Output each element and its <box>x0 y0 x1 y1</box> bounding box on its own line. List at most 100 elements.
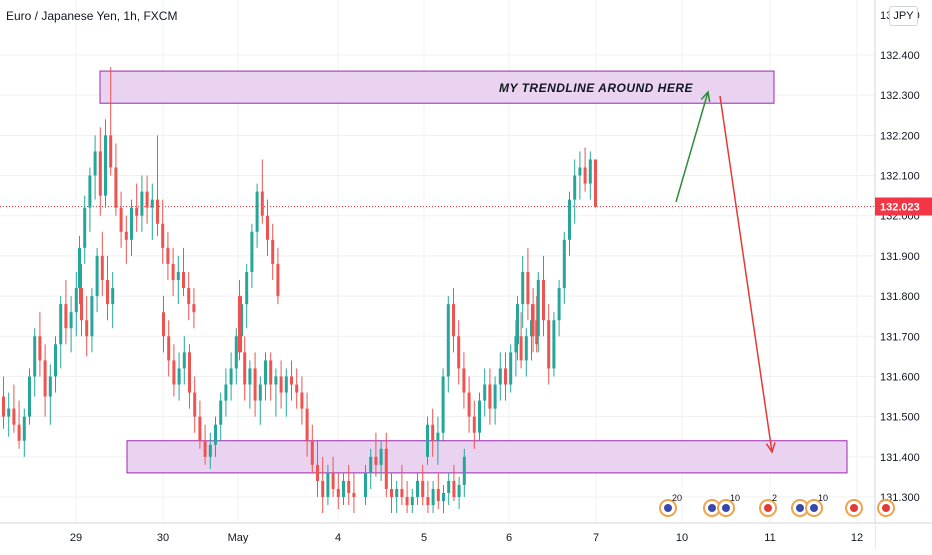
candle-body <box>100 255 104 281</box>
candle-body <box>467 392 471 417</box>
candle-body <box>162 312 165 337</box>
candle-body <box>426 497 430 506</box>
price-axis-bg <box>875 0 932 550</box>
candle-body <box>219 400 223 425</box>
candle-body <box>498 368 502 385</box>
candle-body <box>395 488 399 497</box>
candle-body <box>431 488 435 506</box>
candle-body <box>316 464 319 481</box>
candle-body <box>12 408 16 425</box>
candle-body <box>245 271 249 305</box>
support-resistance-zones <box>99 70 848 474</box>
candle-body <box>526 271 530 305</box>
candle-body <box>452 304 455 337</box>
event-markers[interactable]: 20 10 2 10 <box>659 493 895 517</box>
candle-body <box>193 392 197 417</box>
candle-body <box>457 484 461 497</box>
candle-body <box>98 151 102 196</box>
projection-arrow-line <box>719 95 773 453</box>
symbol-title: Euro / Japanese Yen, 1h, FXCM <box>6 9 178 23</box>
candle-body <box>276 263 280 297</box>
candle-body <box>478 400 481 433</box>
candle-body <box>400 488 404 497</box>
candle-body <box>364 472 367 497</box>
candle-body <box>114 167 118 208</box>
projection-arrows <box>675 90 776 454</box>
candle-body <box>384 448 388 489</box>
candle-body <box>48 376 52 397</box>
candle-body <box>83 207 87 248</box>
y-tick-label: 131.500 <box>880 412 920 424</box>
candle-body <box>167 336 171 361</box>
price-axis: 131.300131.400131.500131.600131.700131.8… <box>874 0 932 550</box>
y-tick-label: 131.900 <box>880 251 920 263</box>
trendline-annotation: MY TRENDLINE AROUND HERE <box>499 81 694 95</box>
candle-body <box>530 320 533 337</box>
candle-body <box>124 231 128 240</box>
event-count: 20 <box>672 493 682 503</box>
candle-body <box>552 320 556 369</box>
candle-body <box>369 456 373 473</box>
candle-body <box>452 480 456 497</box>
event-flag-dot <box>664 504 672 512</box>
candle-body <box>295 384 299 393</box>
candle-body <box>536 280 540 337</box>
candle-body <box>279 376 283 393</box>
candle-body <box>290 376 293 385</box>
event-flag-dot <box>796 504 804 512</box>
candle-body <box>106 280 109 305</box>
event-count: 10 <box>818 493 828 503</box>
price-zone <box>126 440 848 474</box>
event-flag-dot <box>722 504 730 512</box>
candle-body <box>109 135 113 168</box>
candle-body <box>342 480 345 497</box>
candle-body <box>266 215 269 240</box>
candle-body <box>504 368 507 385</box>
currency-badge[interactable]: JPY <box>889 6 918 26</box>
candle-body <box>255 191 259 232</box>
event-count: 2 <box>772 493 777 503</box>
event-flag-dot <box>882 504 890 512</box>
candle-body <box>578 167 582 176</box>
candle-body <box>145 191 149 208</box>
y-tick-label: 131.400 <box>880 452 920 464</box>
candle-body <box>59 304 63 345</box>
candle-body <box>390 488 393 497</box>
candle-body <box>488 384 492 409</box>
candle-body <box>557 288 561 321</box>
candle-body <box>284 376 288 393</box>
candle-body <box>521 271 525 305</box>
candle-body <box>483 384 487 401</box>
candle-body <box>7 408 11 417</box>
candle-body <box>192 304 196 313</box>
candle-body <box>573 175 577 200</box>
candle-body <box>258 384 262 401</box>
candle-body <box>78 247 81 289</box>
candle-body <box>182 352 186 369</box>
candle-body <box>140 191 144 216</box>
candle-body <box>248 368 252 385</box>
candle-body <box>416 480 419 497</box>
candle-body <box>326 472 330 497</box>
candle-body <box>594 159 597 207</box>
candle-body <box>535 320 539 345</box>
candle-body <box>441 376 445 433</box>
candle-body <box>421 480 425 497</box>
candle-body <box>2 396 5 417</box>
candle-body <box>542 280 545 321</box>
candle-body <box>405 497 409 506</box>
time-axis: 29 30 May 4 5 6 7 10 11 12 <box>0 522 932 550</box>
candle-body <box>493 384 497 409</box>
candle-body <box>135 207 139 216</box>
candle-body <box>253 368 257 401</box>
candle-body <box>54 344 57 377</box>
y-tick-label: 131.800 <box>880 291 920 303</box>
x-tick-label: 4 <box>335 532 341 544</box>
candle-body <box>17 424 21 441</box>
candle-body <box>80 288 83 321</box>
candle-body <box>271 239 275 264</box>
candle-body <box>331 472 335 489</box>
candle-body <box>28 376 31 417</box>
